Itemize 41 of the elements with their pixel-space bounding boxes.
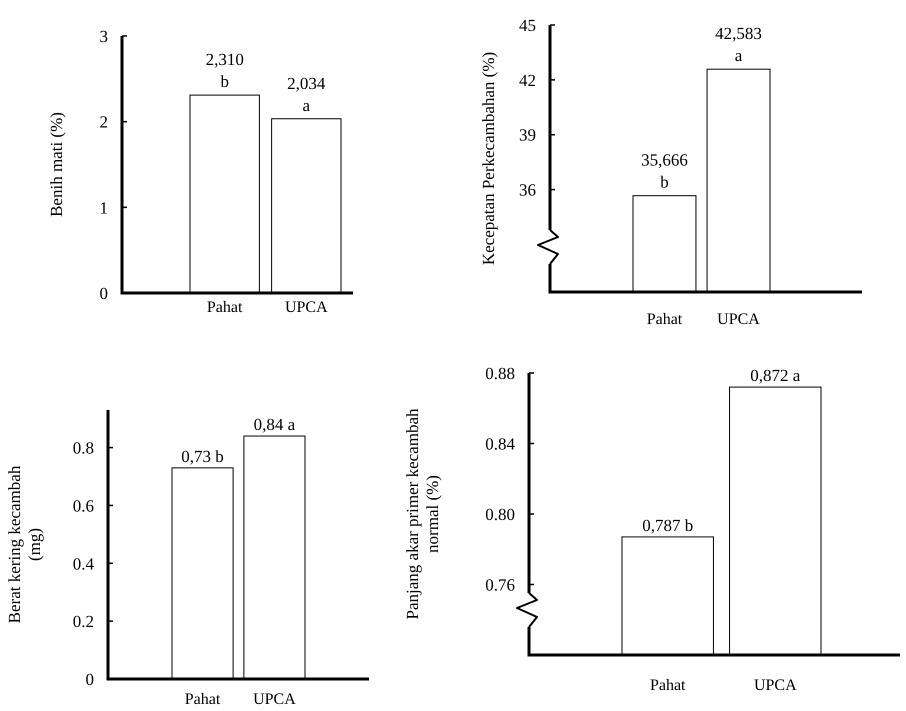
y-tick-label: 42 xyxy=(519,70,536,90)
data-label: 0,73 b xyxy=(181,446,224,466)
x-tick-label: Pahat xyxy=(206,299,244,316)
y-tick-label: 2 xyxy=(100,112,108,132)
y-tick-label: 0 xyxy=(100,284,108,303)
y-tick-label: 0 xyxy=(86,670,94,689)
y-tick-label: 0.6 xyxy=(72,496,94,516)
x-tick-label: UPCA xyxy=(717,311,760,328)
y-axis-title: Benih mati (%) xyxy=(47,112,66,217)
y-tick-label: 0.80 xyxy=(485,504,515,524)
y-tick-label: 36 xyxy=(519,180,536,200)
data-label: 0,872 a xyxy=(750,366,801,386)
y-tick-label: 0.2 xyxy=(72,612,94,632)
y-axis-title: Berat kering kecambah (mg) xyxy=(4,465,44,624)
annotation: b xyxy=(220,72,229,92)
y-tick-label: 3 xyxy=(100,26,108,46)
x-tick-label: UPCA xyxy=(754,677,798,694)
annotation: 2,034 xyxy=(287,74,326,93)
x-tick-label: UPCA xyxy=(284,299,328,316)
annotation: 35,666 xyxy=(641,150,688,170)
data-label: 0,84 a xyxy=(254,415,296,434)
y-axis-title: Panjang akar primer kecambah normal (%) xyxy=(402,408,442,620)
x-tick-label: Pahat xyxy=(650,677,686,694)
annotation: a xyxy=(734,46,743,66)
y-tick-label: 39 xyxy=(519,126,536,145)
annotation: a xyxy=(302,96,311,115)
y-tick-label: 1 xyxy=(100,198,108,218)
y-tick-label: 45 xyxy=(519,16,536,35)
y-axis-title: Kecepatan Perkecambahan (%) xyxy=(479,52,498,266)
y-tick-label: 0.8 xyxy=(72,438,94,458)
x-tick-label: Pahat xyxy=(646,311,683,328)
y-tick-label: 0.4 xyxy=(72,554,94,574)
annotation: 2,310 xyxy=(206,50,244,70)
x-tick-label: Pahat xyxy=(184,691,221,708)
y-tick-label: 0.76 xyxy=(485,575,515,594)
x-tick-label: UPCA xyxy=(253,691,296,708)
annotation: 42,583 xyxy=(715,24,762,44)
y-tick-label: 0.88 xyxy=(485,364,515,383)
data-label: 0,787 b xyxy=(642,516,694,535)
annotation: b xyxy=(660,172,669,192)
y-tick-label: 0.84 xyxy=(485,434,516,454)
